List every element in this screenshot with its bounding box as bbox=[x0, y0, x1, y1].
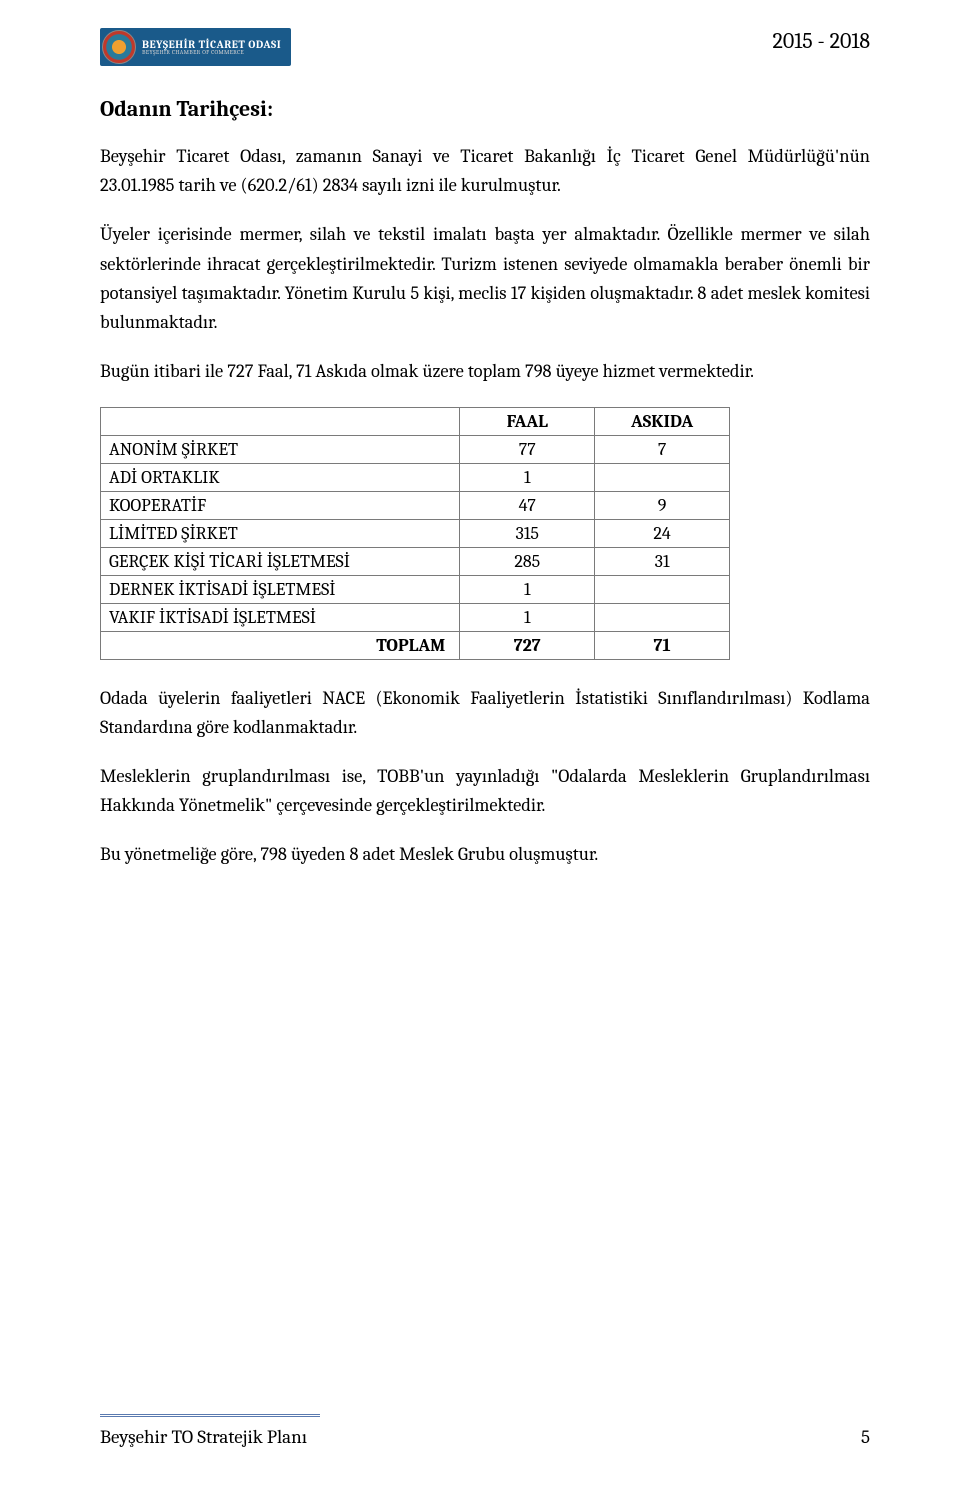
row-label: GERÇEK KİŞİ TİCARİ İŞLETMESİ bbox=[101, 547, 460, 575]
cell-faal: 1 bbox=[460, 463, 595, 491]
paragraph-1: Beyşehir Ticaret Odası, zamanın Sanayi v… bbox=[100, 142, 870, 200]
cell-faal: 1 bbox=[460, 603, 595, 631]
table-row: GERÇEK KİŞİ TİCARİ İŞLETMESİ 285 31 bbox=[101, 547, 730, 575]
page-header: BEYŞEHİR TİCARET ODASI BEYŞEHİR CHAMBER … bbox=[100, 28, 870, 66]
row-label: LİMİTED ŞİRKET bbox=[101, 519, 460, 547]
table-row: LİMİTED ŞİRKET 315 24 bbox=[101, 519, 730, 547]
footer-title: Beyşehir TO Stratejik Planı bbox=[100, 1426, 307, 1448]
row-label: ADİ ORTAKLIK bbox=[101, 463, 460, 491]
row-label: ANONİM ŞİRKET bbox=[101, 435, 460, 463]
cell-faal: 1 bbox=[460, 575, 595, 603]
cell-faal: 47 bbox=[460, 491, 595, 519]
col-header-askida: ASKIDA bbox=[595, 407, 730, 435]
total-faal: 727 bbox=[460, 631, 595, 659]
cell-faal: 315 bbox=[460, 519, 595, 547]
table-row: VAKIF İKTİSADİ İŞLETMESİ 1 bbox=[101, 603, 730, 631]
paragraph-2: Üyeler içerisinde mermer, silah ve tekst… bbox=[100, 220, 870, 337]
table-total-row: TOPLAM 727 71 bbox=[101, 631, 730, 659]
cell-askida: 7 bbox=[595, 435, 730, 463]
page-number: 5 bbox=[861, 1426, 870, 1448]
footer-line: Beyşehir TO Stratejik Planı 5 bbox=[100, 1426, 870, 1448]
logo-sub-text: BEYŞEHİR CHAMBER OF COMMERCE bbox=[142, 50, 281, 56]
logo-block: BEYŞEHİR TİCARET ODASI BEYŞEHİR CHAMBER … bbox=[100, 28, 291, 66]
page-footer: Beyşehir TO Stratejik Planı 5 bbox=[100, 1414, 870, 1448]
total-askida: 71 bbox=[595, 631, 730, 659]
section-title: Odanın Tarihçesi: bbox=[100, 96, 870, 122]
cell-askida bbox=[595, 575, 730, 603]
col-header-faal: FAAL bbox=[460, 407, 595, 435]
member-table: FAAL ASKIDA ANONİM ŞİRKET 77 7 ADİ ORTAK… bbox=[100, 407, 730, 660]
table-header-row: FAAL ASKIDA bbox=[101, 407, 730, 435]
table-row: ADİ ORTAKLIK 1 bbox=[101, 463, 730, 491]
row-label: DERNEK İKTİSADİ İŞLETMESİ bbox=[101, 575, 460, 603]
row-label: VAKIF İKTİSADİ İŞLETMESİ bbox=[101, 603, 460, 631]
cell-faal: 285 bbox=[460, 547, 595, 575]
paragraph-5: Mesleklerin gruplandırılması ise, TOBB'u… bbox=[100, 762, 870, 820]
footer-rule bbox=[100, 1414, 320, 1418]
table-header: FAAL ASKIDA bbox=[101, 407, 730, 435]
logo-icon bbox=[102, 30, 136, 64]
row-label: KOOPERATİF bbox=[101, 491, 460, 519]
table-row: ANONİM ŞİRKET 77 7 bbox=[101, 435, 730, 463]
document-page: BEYŞEHİR TİCARET ODASI BEYŞEHİR CHAMBER … bbox=[0, 0, 960, 870]
paragraph-4: Odada üyelerin faaliyetleri NACE (Ekonom… bbox=[100, 684, 870, 742]
table-body: ANONİM ŞİRKET 77 7 ADİ ORTAKLIK 1 KOOPER… bbox=[101, 435, 730, 659]
paragraph-6: Bu yönetmeliğe göre, 798 üyeden 8 adet M… bbox=[100, 840, 870, 869]
cell-askida: 31 bbox=[595, 547, 730, 575]
table-row: KOOPERATİF 47 9 bbox=[101, 491, 730, 519]
logo-text: BEYŞEHİR TİCARET ODASI BEYŞEHİR CHAMBER … bbox=[142, 39, 281, 56]
logo-main-text: BEYŞEHİR TİCARET ODASI bbox=[142, 39, 281, 50]
cell-askida bbox=[595, 603, 730, 631]
total-label: TOPLAM bbox=[101, 631, 460, 659]
year-range: 2015 - 2018 bbox=[773, 28, 870, 54]
cell-askida: 9 bbox=[595, 491, 730, 519]
col-header-blank bbox=[101, 407, 460, 435]
paragraph-3: Bugün itibari ile 727 Faal, 71 Askıda ol… bbox=[100, 357, 870, 386]
cell-askida bbox=[595, 463, 730, 491]
table-row: DERNEK İKTİSADİ İŞLETMESİ 1 bbox=[101, 575, 730, 603]
cell-faal: 77 bbox=[460, 435, 595, 463]
cell-askida: 24 bbox=[595, 519, 730, 547]
